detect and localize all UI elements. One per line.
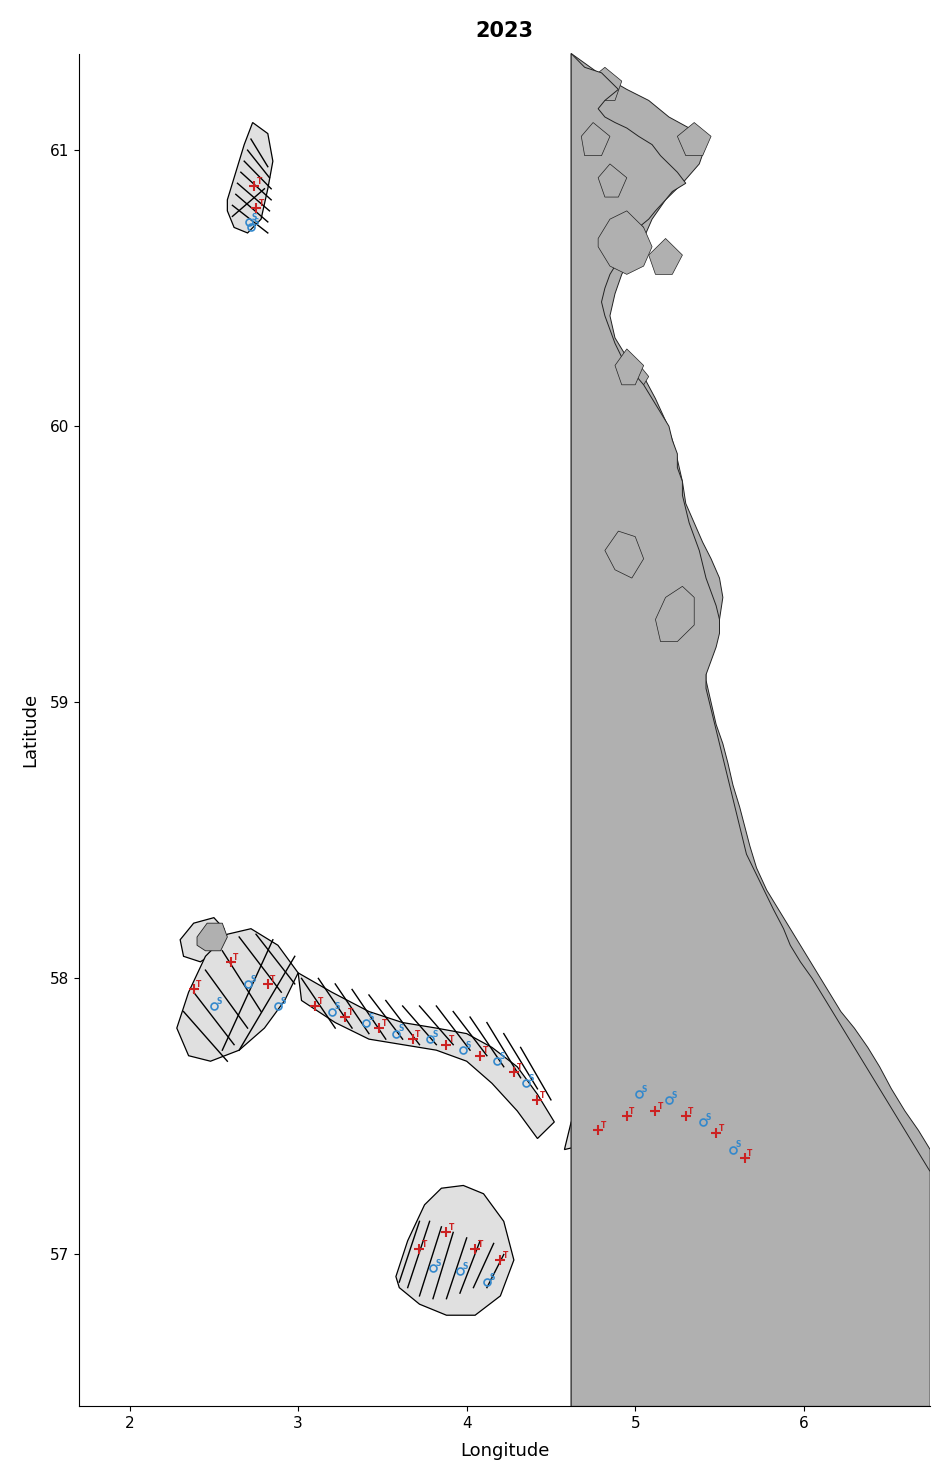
Text: S: S bbox=[466, 1041, 471, 1050]
Text: S: S bbox=[252, 213, 257, 222]
Polygon shape bbox=[605, 718, 631, 752]
Polygon shape bbox=[598, 164, 627, 197]
Text: T: T bbox=[719, 1124, 724, 1133]
Title: 2023: 2023 bbox=[476, 21, 534, 41]
Polygon shape bbox=[572, 53, 930, 1407]
Text: T: T bbox=[689, 1108, 693, 1117]
Text: T: T bbox=[658, 1102, 664, 1111]
Text: S: S bbox=[528, 1074, 534, 1083]
Polygon shape bbox=[581, 459, 615, 495]
Text: S: S bbox=[250, 974, 256, 983]
Y-axis label: Latitude: Latitude bbox=[21, 693, 39, 767]
X-axis label: Longitude: Longitude bbox=[460, 1442, 550, 1460]
Text: S: S bbox=[499, 1052, 505, 1060]
Polygon shape bbox=[615, 350, 644, 385]
Text: S: S bbox=[254, 218, 259, 227]
Text: S: S bbox=[368, 1013, 374, 1022]
Polygon shape bbox=[572, 53, 930, 1407]
Text: S: S bbox=[432, 1029, 437, 1040]
Text: T: T bbox=[381, 1019, 387, 1028]
Text: S: S bbox=[462, 1262, 468, 1271]
Text: T: T bbox=[257, 176, 262, 185]
Text: T: T bbox=[540, 1090, 545, 1100]
Polygon shape bbox=[605, 532, 644, 578]
Text: S: S bbox=[490, 1272, 495, 1283]
Text: T: T bbox=[318, 997, 323, 1006]
Polygon shape bbox=[588, 67, 622, 101]
Text: T: T bbox=[516, 1063, 522, 1072]
Polygon shape bbox=[655, 586, 694, 641]
Text: T: T bbox=[503, 1251, 508, 1260]
Text: T: T bbox=[449, 1223, 455, 1232]
Polygon shape bbox=[197, 923, 227, 951]
Polygon shape bbox=[565, 1089, 770, 1213]
Polygon shape bbox=[581, 123, 610, 156]
Polygon shape bbox=[655, 586, 689, 625]
Polygon shape bbox=[677, 123, 711, 156]
Polygon shape bbox=[593, 548, 627, 584]
Text: T: T bbox=[233, 952, 239, 961]
Text: T: T bbox=[422, 1240, 427, 1248]
Text: S: S bbox=[281, 997, 286, 1006]
Polygon shape bbox=[227, 123, 273, 233]
Polygon shape bbox=[618, 360, 649, 392]
Polygon shape bbox=[396, 1185, 514, 1315]
Polygon shape bbox=[610, 210, 644, 247]
Text: T: T bbox=[483, 1047, 488, 1056]
Text: T: T bbox=[477, 1240, 483, 1248]
Text: T: T bbox=[196, 980, 202, 989]
Text: T: T bbox=[630, 1108, 634, 1117]
Text: S: S bbox=[705, 1112, 710, 1121]
Text: S: S bbox=[735, 1140, 741, 1149]
Text: T: T bbox=[747, 1149, 752, 1158]
Text: T: T bbox=[449, 1035, 455, 1044]
Polygon shape bbox=[649, 238, 683, 274]
Text: S: S bbox=[671, 1090, 677, 1100]
Text: S: S bbox=[436, 1259, 441, 1268]
Text: S: S bbox=[641, 1086, 647, 1094]
Polygon shape bbox=[299, 973, 554, 1139]
Polygon shape bbox=[180, 918, 224, 961]
Text: T: T bbox=[270, 974, 276, 983]
Text: T: T bbox=[416, 1029, 420, 1040]
Polygon shape bbox=[598, 210, 652, 274]
Polygon shape bbox=[177, 929, 299, 1062]
Text: S: S bbox=[398, 1025, 404, 1034]
Text: T: T bbox=[601, 1121, 606, 1130]
Text: T: T bbox=[348, 1009, 353, 1017]
Text: S: S bbox=[217, 997, 222, 1006]
Text: T: T bbox=[259, 198, 264, 207]
Text: S: S bbox=[335, 1003, 340, 1012]
